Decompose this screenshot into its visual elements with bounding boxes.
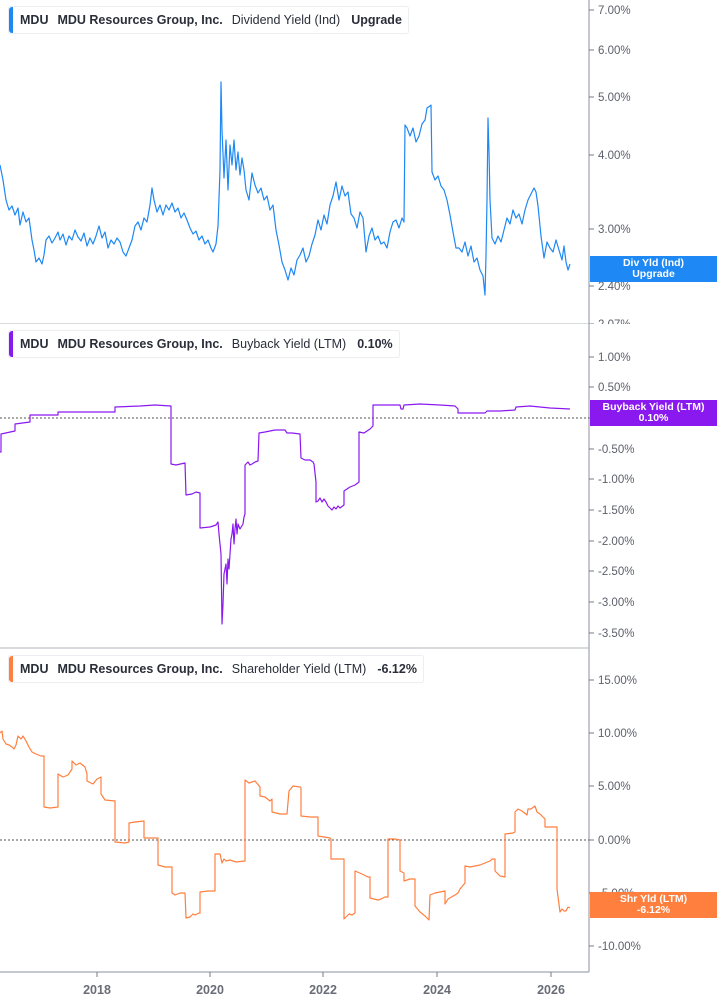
- shareholder-yield-line: [0, 730, 571, 921]
- x-axis-ticks: 2018 2020 2022 2024 2026: [83, 972, 565, 997]
- svg-text:-1.00%: -1.00%: [598, 474, 634, 486]
- badge-value: 0.10%: [638, 412, 669, 424]
- buyback-yield-line: [0, 403, 571, 625]
- badge-label: Buyback Yield (LTM): [602, 401, 705, 413]
- badge-value: Upgrade: [632, 268, 675, 280]
- svg-text:4.00%: 4.00%: [598, 150, 631, 162]
- shareholder-yield-chart: 15.00% 10.00% 5.00% 0.00% -5.00% -10.00%…: [0, 649, 641, 997]
- svg-text:-2.00%: -2.00%: [598, 536, 634, 548]
- dividend-yield-price-badge: Div Yld (Ind) Upgrade: [590, 256, 717, 282]
- svg-text:15.00%: 15.00%: [598, 675, 637, 687]
- svg-text:2018: 2018: [83, 983, 111, 997]
- svg-text:2.07%: 2.07%: [598, 319, 631, 324]
- svg-text:-3.00%: -3.00%: [598, 597, 634, 609]
- svg-text:7.00%: 7.00%: [598, 5, 631, 17]
- svg-text:2022: 2022: [309, 983, 337, 997]
- badge-label: Shr Yld (LTM): [619, 893, 688, 905]
- buyback-yield-price-badge: Buyback Yield (LTM) 0.10%: [590, 400, 717, 426]
- legend-ticker: MDU: [20, 337, 49, 351]
- buyback-yield-panel: 1.00% 0.50% 0.00% -0.50% -1.00% -1.50% -…: [0, 324, 717, 649]
- legend-upgrade-link[interactable]: Upgrade: [351, 13, 402, 27]
- svg-text:-2.50%: -2.50%: [598, 566, 634, 578]
- buyback-yield-chart: 1.00% 0.50% 0.00% -0.50% -1.00% -1.50% -…: [0, 324, 634, 649]
- svg-text:2020: 2020: [196, 983, 224, 997]
- y-axis-ticks: 7.00% 6.00% 5.00% 4.00% 3.00% 2.40% 2.07…: [589, 5, 631, 324]
- legend-ticker: MDU: [20, 13, 49, 27]
- svg-text:0.50%: 0.50%: [598, 382, 631, 394]
- badge-label: Div Yld (Ind): [622, 257, 685, 269]
- svg-text:-3.50%: -3.50%: [598, 628, 634, 640]
- svg-text:-10.00%: -10.00%: [598, 941, 641, 953]
- legend-value: 0.10%: [357, 337, 393, 351]
- svg-text:5.00%: 5.00%: [598, 781, 631, 793]
- legend-color-bar: [9, 331, 13, 357]
- legend-company: MDU Resources Group, Inc.: [57, 13, 223, 27]
- legend-company: MDU Resources Group, Inc.: [57, 662, 223, 676]
- svg-text:-1.50%: -1.50%: [598, 505, 634, 517]
- dividend-yield-line: [0, 81, 571, 296]
- badge-value: -6.12%: [636, 904, 671, 916]
- shareholder-yield-price-badge: Shr Yld (LTM) -6.12%: [590, 892, 717, 918]
- svg-text:0.00%: 0.00%: [598, 835, 631, 847]
- svg-text:10.00%: 10.00%: [598, 728, 637, 740]
- shareholder-yield-legend[interactable]: MDU MDU Resources Group, Inc. Shareholde…: [8, 655, 424, 683]
- legend-color-bar: [9, 656, 13, 682]
- legend-metric: Shareholder Yield (LTM): [231, 662, 367, 676]
- y-axis-ticks: 1.00% 0.50% 0.00% -0.50% -1.00% -1.50% -…: [589, 352, 634, 640]
- svg-text:2.40%: 2.40%: [598, 281, 631, 293]
- svg-text:2026: 2026: [537, 983, 565, 997]
- svg-text:-0.50%: -0.50%: [598, 444, 634, 456]
- shareholder-yield-panel: 15.00% 10.00% 5.00% 0.00% -5.00% -10.00%…: [0, 649, 717, 1005]
- svg-text:2024: 2024: [423, 983, 451, 997]
- legend-company: MDU Resources Group, Inc.: [57, 337, 223, 351]
- dividend-yield-panel: 7.00% 6.00% 5.00% 4.00% 3.00% 2.40% 2.07…: [0, 0, 717, 324]
- dividend-yield-legend[interactable]: MDU MDU Resources Group, Inc. Dividend Y…: [8, 6, 409, 34]
- legend-metric: Dividend Yield (Ind): [231, 13, 341, 27]
- svg-text:3.00%: 3.00%: [598, 224, 631, 236]
- legend-metric: Buyback Yield (LTM): [231, 337, 347, 351]
- dividend-yield-chart: 7.00% 6.00% 5.00% 4.00% 3.00% 2.40% 2.07…: [0, 0, 631, 324]
- svg-text:6.00%: 6.00%: [598, 45, 631, 57]
- legend-ticker: MDU: [20, 662, 49, 676]
- legend-color-bar: [9, 7, 13, 33]
- buyback-yield-legend[interactable]: MDU MDU Resources Group, Inc. Buyback Yi…: [8, 330, 400, 358]
- svg-text:5.00%: 5.00%: [598, 92, 631, 104]
- svg-text:1.00%: 1.00%: [598, 352, 631, 364]
- legend-value: -6.12%: [377, 662, 417, 676]
